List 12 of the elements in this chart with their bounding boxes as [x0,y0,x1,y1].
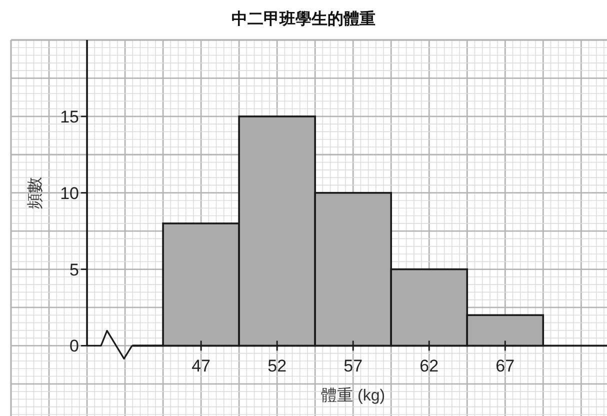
chart-title: 中二甲班學生的體重 [232,10,376,28]
x-tick-label: 47 [192,356,211,376]
x-tick-label: 67 [496,356,515,376]
x-tick-label: 62 [420,356,439,376]
y-tick-label: 10 [60,184,80,203]
x-tick-label: 52 [268,356,287,376]
x-tick-label: 57 [344,356,363,376]
y-tick-label: 15 [60,107,80,126]
y-tick-label: 5 [70,260,80,280]
y-tick-label: 0 [70,336,80,356]
y-axis-title: 頻數 [27,176,44,209]
x-axis-title: 體重 (kg) [321,386,386,405]
